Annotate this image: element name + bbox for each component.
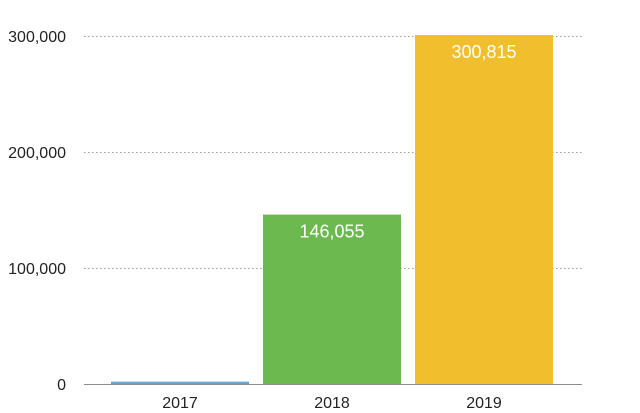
data-label-2018: 146,055 (299, 222, 364, 242)
y-tick-label: 300,000 (8, 29, 66, 46)
bar-2019 (415, 35, 553, 385)
axes: 0 100,000 200,000 300,000 2017 2018 2019 (8, 29, 582, 412)
y-tick-label: 0 (57, 377, 66, 394)
x-tick-label: 2018 (314, 395, 350, 412)
bar-2017 (111, 381, 249, 384)
bars (111, 35, 553, 385)
data-label-2019: 300,815 (451, 42, 516, 62)
bar-2018 (263, 214, 401, 384)
x-tick-label: 2019 (466, 395, 502, 412)
data-labels: 146,055 300,815 (299, 42, 516, 242)
y-tick-label: 200,000 (8, 145, 66, 162)
x-tick-label: 2017 (162, 395, 198, 412)
y-tick-label: 100,000 (8, 261, 66, 278)
